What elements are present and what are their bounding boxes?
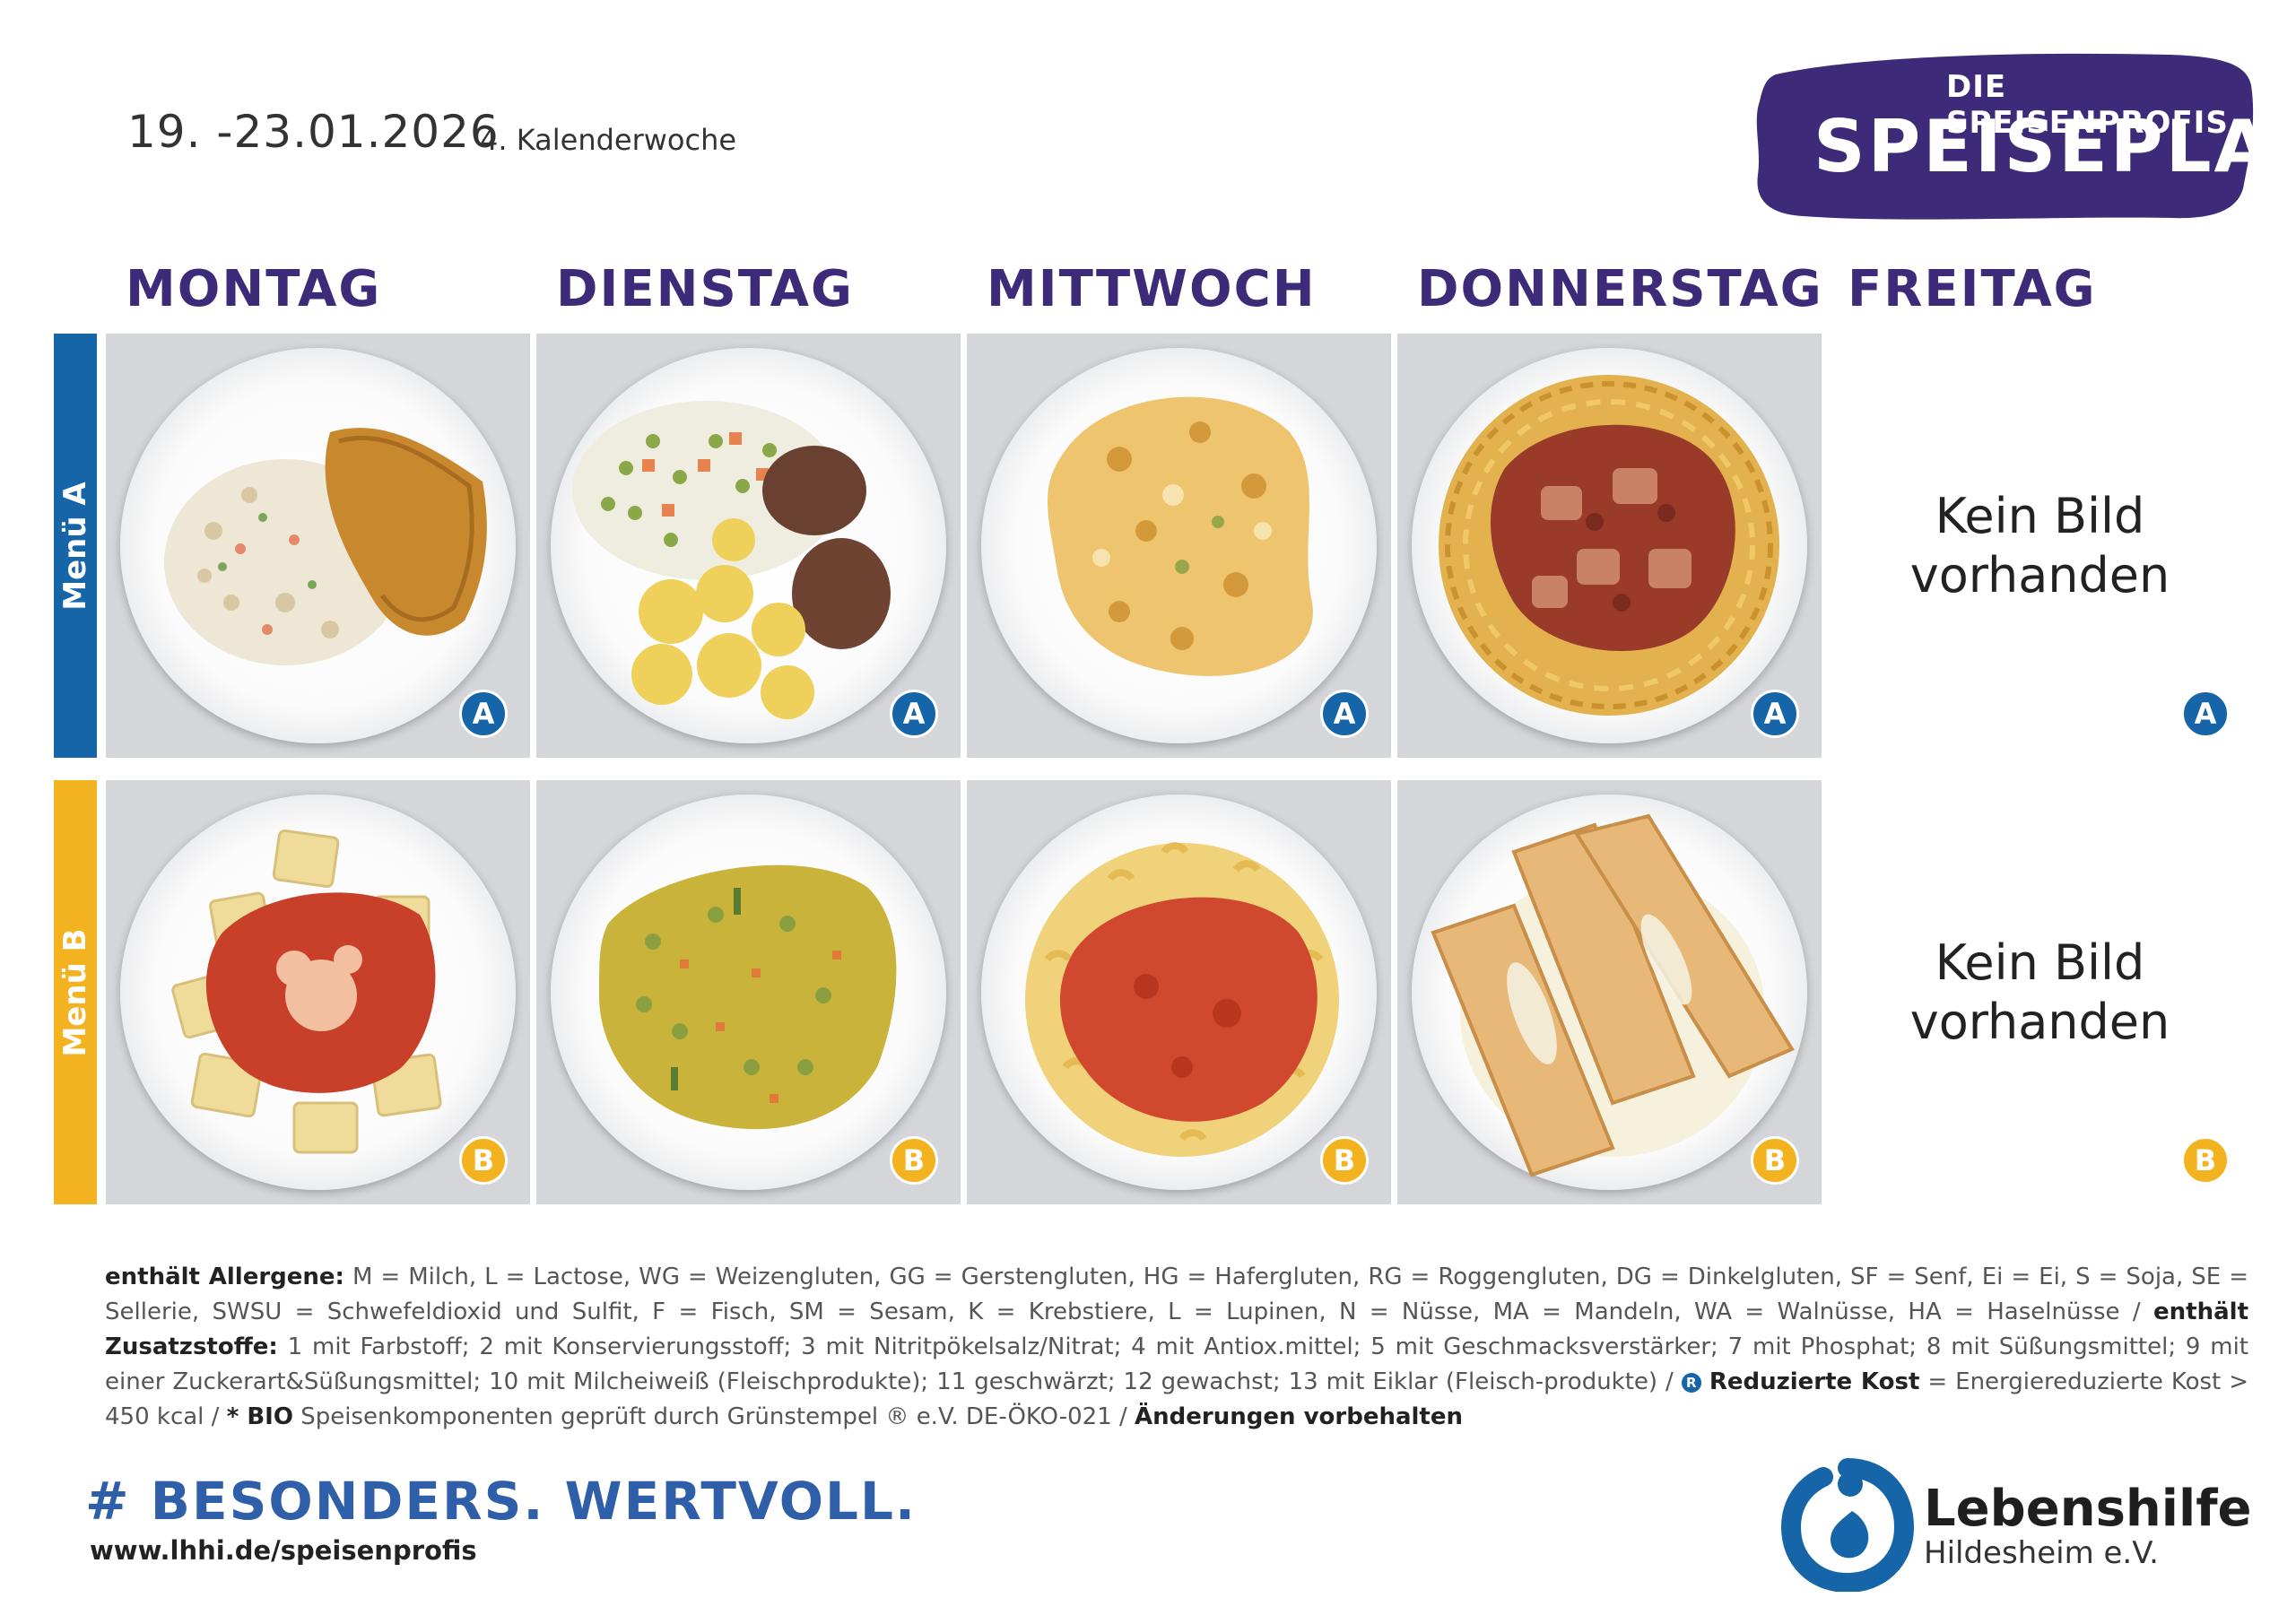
brand-title: SPEISEPLAN (1813, 105, 2296, 188)
menu-b-badge-thursday: B (1751, 1136, 1799, 1185)
reduced-diet-icon: R (1681, 1373, 1701, 1393)
no-image-text: Kein Bild vorhanden (1909, 487, 2170, 604)
meal-photo-tuesday-a (536, 334, 961, 758)
bio-label: * BIO (226, 1403, 293, 1430)
meal-photo-monday-a (106, 334, 530, 758)
additives-label: enthält Zusatzstoffe: (105, 1298, 2248, 1360)
additives-text: 1 mit Farbstoff; 2 mit Konservierungssto… (105, 1333, 2248, 1395)
menu-b-label: Menü B (57, 927, 93, 1057)
menu-a-badge-thursday: A (1751, 690, 1799, 738)
day-friday: FREITAG (1848, 260, 2097, 318)
meal-photo-thursday-b (1397, 780, 1822, 1204)
menu-a-badge-monday: A (459, 690, 508, 738)
reduced-text: = Energiereduzierte Kost > 450 kcal / (105, 1368, 2249, 1430)
allergen-legend: enthält Allergene: M = Milch, L = Lactos… (105, 1260, 2248, 1435)
meal-photo-thursday-a (1397, 334, 1822, 758)
meal-photo-monday-b (106, 780, 530, 1204)
menu-b-bar: Menü B (54, 780, 97, 1204)
day-monday: MONTAG (126, 260, 382, 318)
menu-a-badge-tuesday: A (890, 690, 938, 738)
lebenshilfe-logo-icon (1780, 1457, 1915, 1595)
menu-b-badge-tuesday: B (890, 1136, 938, 1185)
meal-photo-wednesday-a (967, 334, 1391, 758)
menu-a-badge-wednesday: A (1320, 690, 1369, 738)
menu-a-label: Menü A (57, 481, 93, 611)
brand-subtitle: DIE SPEISENPROFIS (1946, 69, 2229, 141)
meal-photo-tuesday-b (536, 780, 961, 1204)
day-tuesday: DIENSTAG (556, 260, 854, 318)
menu-a-badge-friday: A (2181, 690, 2230, 738)
calendar-week: 4. Kalenderwoche (480, 123, 737, 157)
day-thursday: DONNERSTAG (1417, 260, 1823, 318)
day-wednesday: MITTWOCH (987, 260, 1317, 318)
org-subtitle: Hildesheim e.V. (1924, 1535, 2159, 1571)
no-image-friday-a: Kein Bild vorhanden (1828, 334, 2252, 758)
allergens-text: M = Milch, L = Lactose, WG = Weizenglute… (105, 1264, 2248, 1325)
website-link[interactable]: www.lhhi.de/speisenprofis (90, 1535, 477, 1566)
brush-background (1756, 53, 2254, 220)
menu-b-badge-monday: B (459, 1136, 508, 1185)
org-name: Lebenshilfe (1924, 1480, 2252, 1538)
menu-b-badge-friday: B (2181, 1136, 2230, 1185)
date-range: 19. -23.01.2026 (127, 106, 500, 158)
menu-a-bar: Menü A (54, 334, 97, 758)
reduced-label: Reduzierte Kost (1709, 1368, 1920, 1395)
no-image-text: Kein Bild vorhanden (1909, 934, 2170, 1050)
no-image-friday-b: Kein Bild vorhanden (1828, 780, 2252, 1204)
meal-photo-wednesday-b (967, 780, 1391, 1204)
changes-label: Änderungen vorbehalten (1135, 1403, 1463, 1430)
bio-text: Speisenkomponenten geprüft durch Grünste… (292, 1403, 1135, 1430)
allergens-label: enthält Allergene: (105, 1264, 344, 1290)
speiseplan-logo: DIE SPEISENPROFIS SPEISEPLAN (1749, 49, 2296, 224)
hashtag-slogan: # BESONDERS. WERTVOLL. (85, 1471, 917, 1532)
menu-b-badge-wednesday: B (1320, 1136, 1369, 1185)
